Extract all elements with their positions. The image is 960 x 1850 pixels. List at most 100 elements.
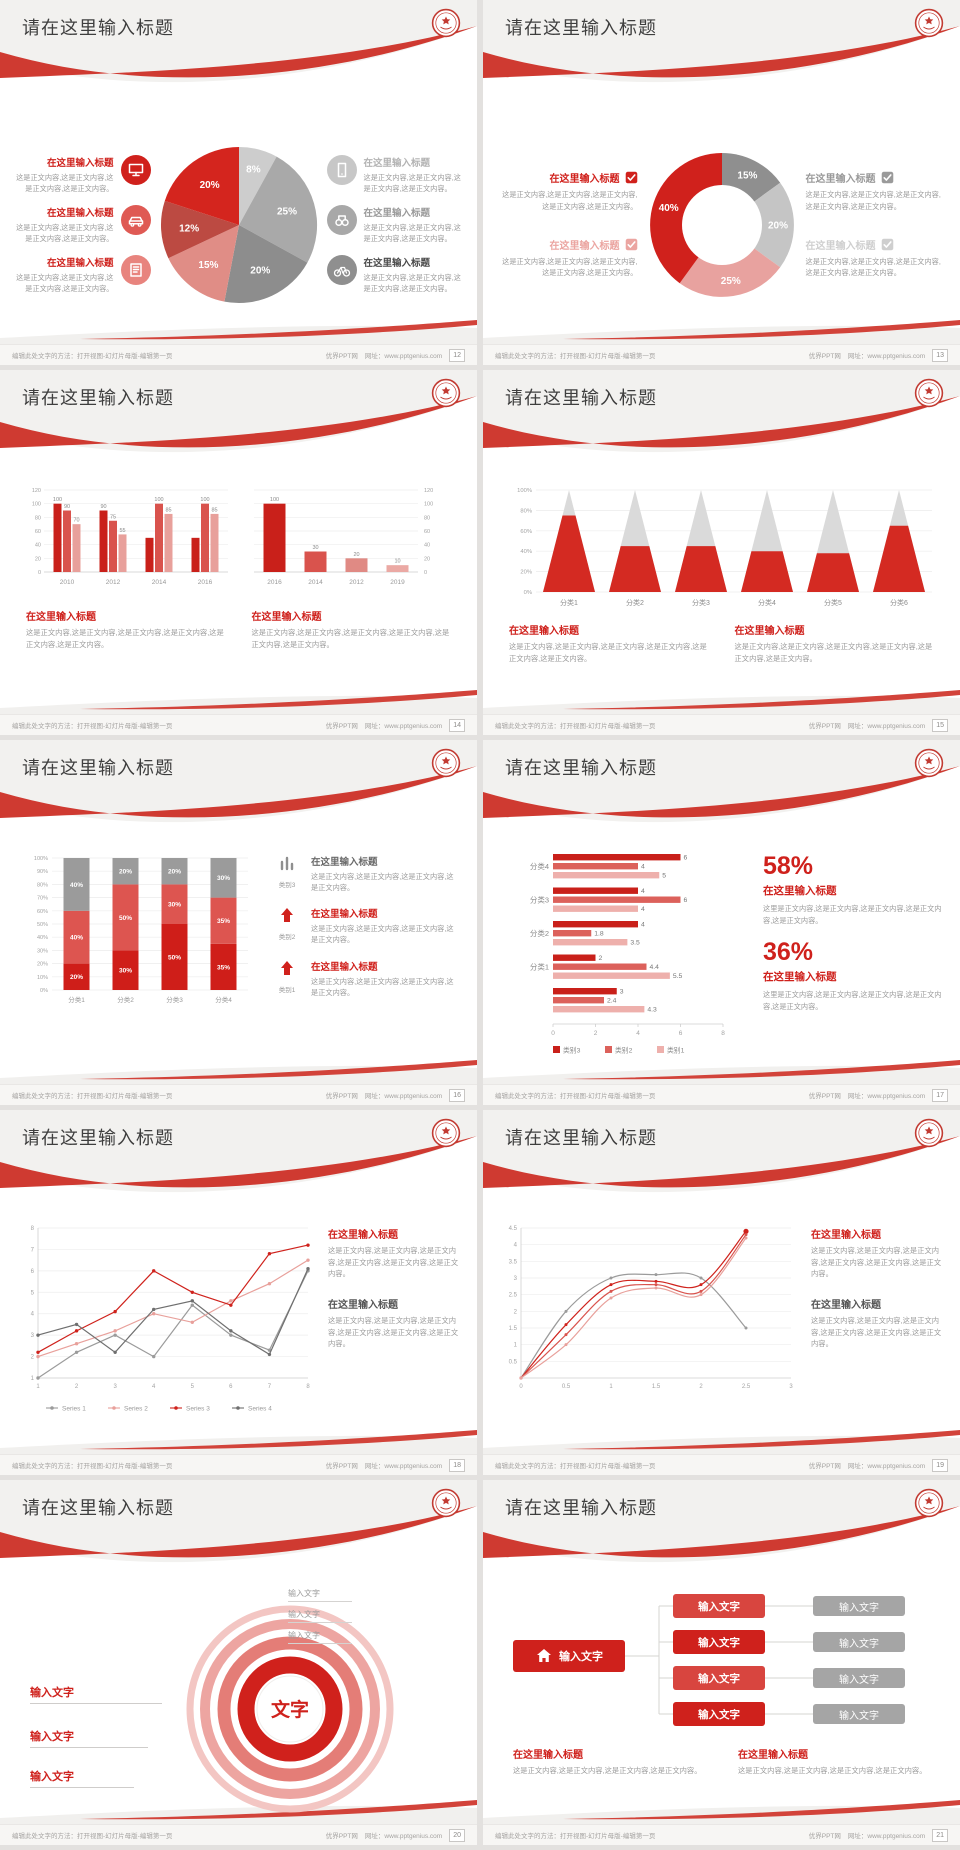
svg-text:90%: 90% — [37, 869, 48, 875]
footer-note: 编辑此处文字的方法：打开视图-幻灯片母版-编辑第一页 — [495, 1093, 656, 1100]
svg-text:50%: 50% — [37, 922, 48, 928]
section-body: 这是正文内容,这是正文内容,这是正文内容,这是正文内容。 — [738, 1766, 927, 1775]
input-text-label: 输入文字 — [288, 1588, 352, 1602]
svg-text:7: 7 — [268, 1384, 272, 1390]
callout: 在这里输入标题 这是正文内容,这是正文内容,这是正文内容,这是正文内容。 — [14, 154, 151, 194]
slide-thumbnail-14[interactable]: 请在这里输入标题 0 20 40 60 80 100 120 100 90 70 2010 90 75 5… — [0, 370, 477, 735]
school-seal-logo — [914, 8, 944, 38]
flow-mid-label: 输入文字 — [698, 1636, 740, 1649]
check-block: 在这里输入标题 这是正文内容,这是正文内容,这是正文内容,这是正文内容,这是正文内… — [497, 237, 638, 279]
section-body: 这是正文内容,这是正文内容,这是正文内容,这是正文内容,这是正文内容,这是正文内… — [328, 1316, 459, 1349]
svg-text:1: 1 — [36, 1384, 40, 1390]
footer-site: 优界PPT网 — [808, 1463, 841, 1470]
phone-icon — [337, 162, 346, 177]
svg-text:55: 55 — [119, 528, 125, 534]
flow-mid-box: 输入文字 — [673, 1630, 765, 1654]
svg-text:1.8: 1.8 — [594, 931, 604, 938]
school-seal-logo — [431, 1488, 461, 1518]
svg-text:6: 6 — [679, 1030, 683, 1037]
section-title: 在这里输入标题 — [311, 857, 378, 868]
slide-footer: 编辑此处文字的方法：打开视图-幻灯片母版-编辑第一页 优界PPT网 网址：www… — [0, 1454, 477, 1475]
svg-text:3: 3 — [514, 1276, 518, 1282]
flow-mid-box: 输入文字 — [673, 1594, 765, 1618]
flow-right-label: 输入文字 — [839, 1638, 879, 1650]
flow-right-box: 输入文字 — [813, 1668, 905, 1688]
input-text-label: 输入文字 — [30, 1684, 162, 1704]
footer-note: 编辑此处文字的方法：打开视图-幻灯片母版-编辑第一页 — [12, 1093, 173, 1100]
footer-site: 优界PPT网 — [325, 1093, 358, 1100]
svg-text:50%: 50% — [119, 915, 132, 922]
svg-text:2.4: 2.4 — [607, 998, 617, 1005]
horizontal-bar-chart: 6 4 5 分类4 4 6 4 分类3 4 1.8 3.5 分类2 2 4.4 5.5 分类1 32.4 4.3 0… — [530, 854, 725, 1055]
svg-text:2016: 2016 — [198, 579, 213, 586]
slide-content: 0% 10% 20% 30% 40% 50% 60% 70% 80% 90% 100% 20% 40% 4… — [0, 848, 477, 1081]
text-section: 在这里输入标题 这是正文内容,这是正文内容,这是正文内容,这是正文内容,这是正文内… — [252, 608, 452, 650]
svg-text:100: 100 — [32, 502, 41, 508]
svg-text:20: 20 — [353, 552, 359, 558]
pie-label: 15% — [198, 260, 218, 271]
curve-chart: 0.5 1 1.5 2 2.5 3 3.5 4 4.5 0 0.5 1 1.5 2 2.5 3 — [509, 1226, 794, 1390]
legend-item: 类别3 在这里输入标题 这是正文内容,这是正文内容,这是正文内容,这是正文内容。 — [272, 854, 459, 893]
svg-text:40%: 40% — [37, 935, 48, 941]
section-title: 在这里输入标题 — [738, 1750, 808, 1761]
svg-text:4.3: 4.3 — [647, 1007, 657, 1014]
slide-thumbnail-21[interactable]: 请在这里输入标题 输入文字 输入文字 输入文字 输入文字 输入文字 输入文字 输入文字 输入文… — [483, 1480, 960, 1845]
svg-text:4: 4 — [31, 1312, 35, 1318]
svg-text:30%: 30% — [168, 902, 181, 909]
flow-right-label: 输入文字 — [839, 1710, 879, 1722]
svg-text:50%: 50% — [168, 954, 181, 961]
callout-icon-circle — [326, 154, 357, 185]
svg-text:40%: 40% — [70, 935, 83, 942]
svg-text:80%: 80% — [520, 508, 532, 514]
svg-text:8: 8 — [31, 1226, 35, 1232]
footer-site: 优界PPT网 — [808, 1093, 841, 1100]
callout-icon-circle — [120, 204, 151, 235]
svg-text:100%: 100% — [517, 488, 532, 494]
svg-text:2016: 2016 — [267, 579, 282, 586]
svg-text:120: 120 — [424, 488, 433, 494]
svg-text:90: 90 — [100, 504, 106, 510]
svg-text:0%: 0% — [40, 988, 48, 994]
stat-value: 36% — [763, 938, 814, 967]
flow-mid-box: 输入文字 — [673, 1702, 765, 1726]
svg-text:6: 6 — [31, 1269, 35, 1275]
slide-thumbnail-20[interactable]: 请在这里输入标题 文字 输入文字 输入文字 输入文字 输入文字 输入文字 输入文字 编辑此处… — [0, 1480, 477, 1845]
svg-text:类别3: 类别3 — [563, 1046, 581, 1055]
section-title: 在这里输入标题 — [734, 626, 805, 637]
slide-thumbnail-12[interactable]: 请在这里输入标题 在这里输入标题 这是正文内容,这是正文内容,这是正文内容,这是正… — [0, 0, 477, 365]
page-number: 17 — [932, 1088, 948, 1102]
footer-site: 优界PPT网 — [808, 1833, 841, 1840]
section-title: 在这里输入标题 — [811, 1300, 881, 1312]
svg-text:100%: 100% — [34, 856, 48, 862]
slide-thumbnail-16[interactable]: 请在这里输入标题 0% 10% 20% 30% 40% 50% 60% 70% 80% 90% 10… — [0, 740, 477, 1105]
flow-right-box: 输入文字 — [813, 1632, 905, 1652]
input-text-label: 输入文字 — [288, 1609, 352, 1623]
svg-text:3.5: 3.5 — [630, 940, 640, 947]
single-bar-chart: 0 20 40 60 80 100 120 100 2016 30 2014 20 2012 10 2019 — [254, 488, 433, 586]
slide-thumbnail-15[interactable]: 请在这里输入标题 0% 20% 40% 60% 80% 100% 分类1 分类2 分类3 分类4 分… — [483, 370, 960, 735]
flow-connectors — [625, 1605, 813, 1715]
svg-text:分类5: 分类5 — [824, 598, 842, 607]
slide-content: 在这里输入标题 这是正文内容,这是正文内容,这是正文内容,这是正文内容。 在这里输入… — [0, 108, 477, 341]
svg-text:分类3: 分类3 — [166, 995, 183, 1004]
svg-text:70%: 70% — [37, 896, 48, 902]
slide-thumbnail-18[interactable]: 请在这里输入标题 1 2 3 4 5 6 7 8 1 2 3 4 5 6 7 8 Series 1 Series … — [0, 1110, 477, 1475]
slide-thumbnail-17[interactable]: 请在这里输入标题 6 4 5 分类4 4 6 4 分类3 4 1.8 3.5 分类2 2 4.4 5.5 分类… — [483, 740, 960, 1105]
text-section: 在这里输入标题 这是正文内容,这是正文内容,这是正文内容,这是正文内容。 — [513, 1746, 708, 1777]
slide-thumbnail-13[interactable]: 请在这里输入标题 在这里输入标题 这是正文内容,这是正文内容,这是正文内容,这是正… — [483, 0, 960, 365]
footer-note: 编辑此处文字的方法：打开视图-幻灯片母版-编辑第一页 — [495, 353, 656, 360]
slide-thumbnail-19[interactable]: 请在这里输入标题 0.5 1 1.5 2 2.5 3 3.5 4 4.5 0 0.5 1 1.5 2 2.5… — [483, 1110, 960, 1475]
svg-text:20%: 20% — [37, 962, 48, 968]
svg-text:40%: 40% — [520, 549, 532, 555]
callout: 在这里输入标题 这是正文内容,这是正文内容,这是正文内容,这是正文内容。 — [14, 255, 151, 294]
page-number: 12 — [449, 348, 465, 362]
svg-text:1.5: 1.5 — [652, 1384, 661, 1390]
svg-text:1: 1 — [31, 1376, 35, 1382]
check-icon — [625, 238, 637, 250]
slide-footer: 编辑此处文字的方法：打开视图-幻灯片母版-编辑第一页 优界PPT网 网址：www… — [0, 1824, 477, 1845]
svg-text:0: 0 — [551, 1030, 555, 1037]
svg-text:40: 40 — [424, 543, 430, 549]
check-body: 这是正文内容,这是正文内容,这是正文内容,这是正文内容,这是正文内容。 — [805, 256, 941, 278]
callout-icon-circle — [120, 154, 151, 185]
